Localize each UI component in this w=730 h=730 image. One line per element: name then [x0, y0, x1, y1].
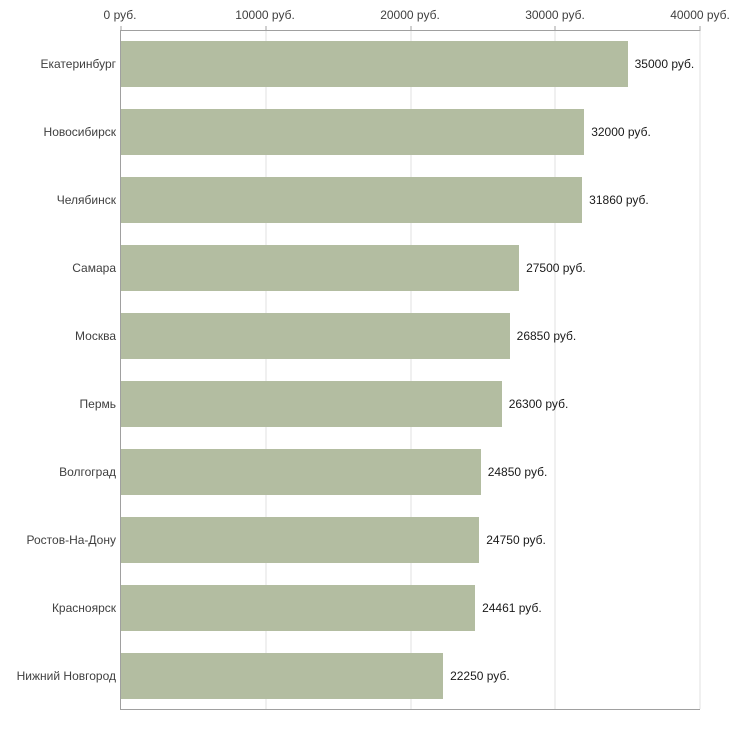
category-label: Пермь: [79, 397, 116, 411]
bar-track: 27500 руб.: [121, 234, 700, 302]
category-label: Москва: [75, 329, 116, 343]
x-axis-tick-label: 10000 руб.: [235, 8, 295, 22]
value-label: 32000 руб.: [591, 125, 651, 139]
x-axis-tick-label: 0 руб.: [103, 8, 137, 22]
gridline: [265, 31, 267, 709]
category-label: Челябинск: [56, 193, 116, 207]
category-label: Нижний Новгород: [16, 669, 116, 683]
value-label: 24750 руб.: [486, 533, 546, 547]
bar-row: Волгоград 24850 руб.: [0, 438, 700, 506]
bar: [121, 313, 510, 359]
bar-track: 24850 руб.: [121, 438, 700, 506]
gridline: [410, 31, 411, 709]
category-label: Самара: [72, 261, 116, 275]
x-axis-tick-label: 40000 руб.: [670, 8, 730, 22]
value-label: 24850 руб.: [487, 465, 548, 479]
bar-row: Самара 27500 руб.: [0, 234, 700, 302]
gridline: [699, 31, 701, 709]
bar: [121, 653, 444, 699]
bar: [121, 245, 520, 291]
value-label: 35000 руб.: [634, 57, 695, 71]
category-label: Волгоград: [59, 465, 116, 479]
bar-track: 32000 руб.: [121, 98, 700, 166]
value-label: 26850 руб.: [516, 329, 577, 343]
category-label: Новосибирск: [43, 125, 116, 139]
category-label: Красноярск: [51, 601, 116, 615]
category-label: Ростов-На-Дону: [26, 533, 116, 547]
bar-row: Новосибирск 32000 руб.: [0, 98, 700, 166]
bar-row: Москва 26850 руб.: [0, 302, 700, 370]
bar: [121, 41, 628, 87]
bar-track: 26850 руб.: [121, 302, 700, 370]
x-axis-tickmark: [699, 26, 701, 31]
value-label: 31860 руб.: [589, 193, 649, 207]
bar-track: 22250 руб.: [121, 642, 700, 710]
bar: [121, 517, 480, 563]
value-label: 22250 руб.: [450, 669, 510, 683]
x-axis: 0 руб. 10000 руб. 20000 руб. 30000 руб. 4000…: [104, 0, 730, 30]
x-axis-tick-label: 20000 руб.: [380, 8, 440, 22]
category-label: Екатеринбург: [40, 57, 117, 71]
bar-rows: Екатеринбург 35000 руб. Новосибирск 32000 р…: [0, 30, 700, 710]
bar-row: Ростов-На-Дону 24750 руб.: [0, 506, 700, 574]
x-axis-tickmark: [265, 26, 267, 31]
bar-row: Нижний Новгород 22250 руб.: [0, 642, 700, 710]
bar-track: 24750 руб.: [121, 506, 700, 574]
bar-row: Екатеринбург 35000 руб.: [0, 30, 700, 98]
bar-track: 31860 руб.: [121, 166, 700, 234]
x-axis-tickmark: [554, 26, 556, 31]
bar-track: 24461 руб.: [121, 574, 700, 642]
bar: [121, 381, 502, 427]
value-label: 24461 руб.: [482, 601, 542, 615]
value-label: 26300 руб.: [508, 397, 569, 411]
bar: [121, 449, 481, 495]
bar: [121, 109, 585, 155]
bar-row: Красноярск 24461 руб.: [0, 574, 700, 642]
x-axis-tickmark: [410, 26, 411, 31]
gridline: [554, 31, 556, 709]
bar-track: 35000 руб.: [121, 30, 700, 98]
bar: [121, 177, 583, 223]
plot-area: [120, 26, 701, 710]
bar-track: 26300 руб.: [121, 370, 700, 438]
x-axis-tickmark: [120, 26, 122, 31]
bar: [121, 585, 476, 631]
bar-row: Пермь 26300 руб.: [0, 370, 700, 438]
value-label: 27500 руб.: [526, 261, 586, 275]
x-axis-tick-label: 30000 руб.: [525, 8, 585, 22]
bar-row: Челябинск 31860 руб.: [0, 166, 700, 234]
